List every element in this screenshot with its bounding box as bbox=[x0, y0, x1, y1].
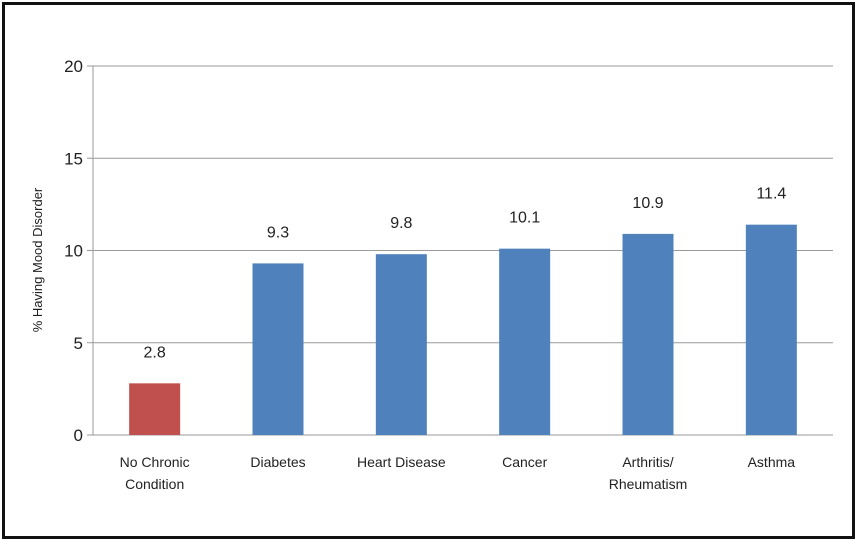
data-label: 9.8 bbox=[390, 215, 412, 232]
bar bbox=[622, 233, 674, 435]
bar bbox=[499, 248, 551, 435]
data-labels: 2.8 9.3 9.8 10.1 10.9 11.4 bbox=[144, 186, 787, 362]
data-label: 10.1 bbox=[509, 210, 540, 227]
category-label: Arthritis/Rheumatism bbox=[609, 454, 688, 492]
category-label: No Chronic Condition bbox=[120, 454, 190, 492]
y-tick-label: 10 bbox=[64, 242, 83, 261]
bar bbox=[745, 224, 797, 435]
y-tick-label: 5 bbox=[74, 334, 83, 353]
category-label: Diabetes bbox=[250, 454, 305, 470]
category-label: Asthma bbox=[748, 454, 796, 470]
category-labels: No Chronic Condition Diabetes Heart Disease… bbox=[120, 454, 796, 492]
bars bbox=[129, 224, 797, 435]
data-label: 9.3 bbox=[267, 224, 289, 241]
y-tick-label: 0 bbox=[74, 426, 83, 445]
y-tick-label: 20 bbox=[64, 57, 83, 76]
data-label: 11.4 bbox=[756, 186, 786, 203]
data-label: 2.8 bbox=[144, 344, 166, 361]
gridlines bbox=[87, 65, 833, 436]
data-label: 10.9 bbox=[632, 195, 663, 212]
bar bbox=[252, 263, 304, 435]
y-axis-label: % Having Mood Disorder bbox=[30, 187, 45, 332]
y-tick-label: 15 bbox=[64, 149, 83, 168]
y-axis-ticks: 0 5 10 15 20 bbox=[64, 57, 83, 445]
category-label: Heart Disease bbox=[357, 454, 446, 470]
bar bbox=[129, 383, 181, 435]
bar bbox=[375, 254, 427, 435]
category-label: Cancer bbox=[502, 454, 547, 470]
